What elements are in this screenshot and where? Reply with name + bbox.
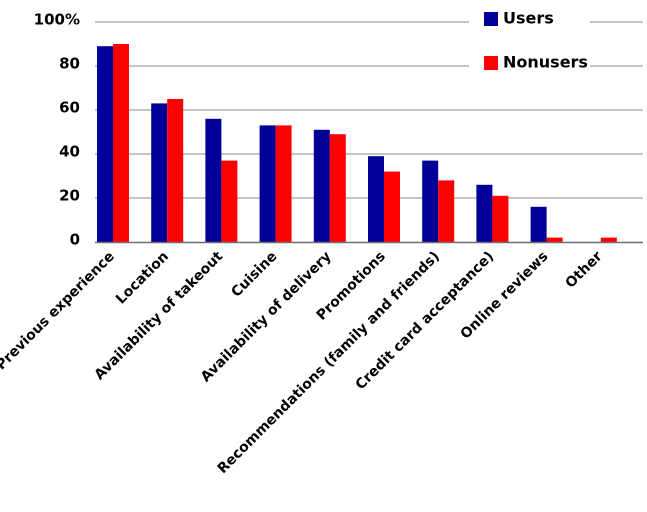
legend-swatch-users bbox=[484, 12, 498, 26]
x-tick-label: Previous experience bbox=[0, 249, 118, 374]
bar-users bbox=[422, 160, 439, 242]
y-tick-label: 80 bbox=[59, 55, 80, 73]
bar-nonusers bbox=[329, 134, 346, 242]
legend-label-nonusers: Nonusers bbox=[503, 53, 588, 72]
y-tick-label: 40 bbox=[59, 143, 80, 161]
bar-users bbox=[368, 156, 384, 242]
bar-nonusers bbox=[384, 171, 400, 242]
x-tick-labels: Previous experienceLocationAvailability … bbox=[0, 248, 606, 477]
bar-nonusers bbox=[546, 237, 563, 242]
y-tick-label: 0 bbox=[70, 231, 80, 249]
x-tick-label: Other bbox=[563, 248, 606, 291]
bar-nonusers bbox=[438, 180, 455, 242]
y-tick-label: 100% bbox=[34, 11, 80, 29]
x-tick-label: Location bbox=[113, 249, 172, 308]
bar-nonusers bbox=[167, 99, 184, 242]
bar-nonusers bbox=[600, 237, 617, 242]
y-tick-labels: 0 20 40 60 80 100% bbox=[34, 11, 80, 249]
legend-swatch-nonusers bbox=[484, 56, 498, 70]
legend: Users Nonusers bbox=[484, 9, 588, 72]
y-tick-label: 60 bbox=[59, 99, 80, 117]
y-tick-label: 20 bbox=[59, 187, 80, 205]
bar-nonusers bbox=[113, 44, 129, 242]
bar-users bbox=[313, 129, 330, 242]
legend-label-users: Users bbox=[503, 9, 554, 28]
bars bbox=[97, 44, 617, 243]
bar-users bbox=[259, 125, 276, 242]
bar-nonusers bbox=[221, 160, 238, 242]
bar-users bbox=[530, 206, 547, 242]
bar-users bbox=[205, 118, 222, 242]
bar-users bbox=[476, 184, 493, 242]
x-tick-label: Cuisine bbox=[228, 249, 280, 301]
bar-users bbox=[97, 46, 113, 243]
bar-nonusers bbox=[275, 125, 292, 242]
bar-users bbox=[151, 103, 168, 243]
bar-nonusers bbox=[492, 195, 509, 242]
